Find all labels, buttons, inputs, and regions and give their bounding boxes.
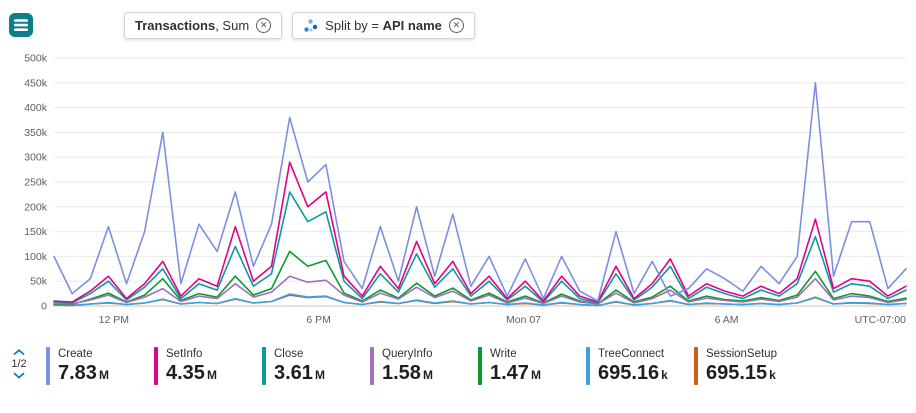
- legend-color-bar: [46, 347, 50, 385]
- svg-text:0: 0: [41, 301, 47, 313]
- metric-pill-label: Transactions, Sum: [135, 17, 250, 33]
- legend-item-treeconnect[interactable]: TreeConnect 695.16 k: [586, 347, 694, 387]
- split-by-label: Split by = API name: [325, 17, 442, 33]
- metrics-menu-icon[interactable]: [8, 12, 34, 38]
- svg-text:6 PM: 6 PM: [306, 314, 331, 326]
- chart-legend: 1/2 Create 7.83 M SetInfo 4.35 M Close 3.6…: [0, 341, 916, 387]
- legend-page-down-icon[interactable]: [13, 372, 25, 379]
- legend-series-name: SetInfo: [166, 348, 203, 360]
- svg-text:350k: 350k: [24, 127, 48, 139]
- svg-text:UTC-07:00: UTC-07:00: [855, 314, 907, 326]
- metric-pill[interactable]: Transactions, Sum ✕: [124, 11, 283, 39]
- split-by-pill[interactable]: Split by = API name ✕: [292, 11, 475, 39]
- legend-item-sessionsetup[interactable]: SessionSetup 695.15 k: [694, 347, 802, 387]
- legend-color-bar: [586, 347, 590, 385]
- legend-pager: 1/2: [6, 349, 32, 379]
- split-by-icon: [304, 18, 318, 32]
- legend-page-indicator: 1/2: [11, 358, 27, 370]
- svg-text:50k: 50k: [30, 276, 48, 288]
- svg-text:Mon 07: Mon 07: [506, 314, 541, 326]
- svg-text:150k: 150k: [24, 226, 48, 238]
- legend-color-bar: [262, 347, 266, 385]
- svg-text:250k: 250k: [24, 177, 48, 189]
- legend-series-name: SessionSetup: [706, 348, 777, 360]
- legend-series-total: 695.16 k: [598, 362, 668, 384]
- legend-series-total: 4.35 M: [166, 362, 217, 384]
- legend-series-name: Write: [490, 348, 517, 360]
- legend-series-name: TreeConnect: [598, 348, 665, 360]
- legend-series-name: Create: [58, 348, 93, 360]
- svg-text:300k: 300k: [24, 152, 48, 164]
- line-chart-plot: 0 50k 100k 150k 200k 250k 300k 350k 400k 450k 500k…: [24, 53, 907, 326]
- svg-text:6 AM: 6 AM: [715, 314, 739, 326]
- remove-split-icon[interactable]: ✕: [448, 17, 464, 33]
- remove-metric-icon[interactable]: ✕: [256, 17, 272, 33]
- legend-item-setinfo[interactable]: SetInfo 4.35 M: [154, 347, 262, 387]
- svg-text:450k: 450k: [24, 77, 48, 89]
- svg-text:100k: 100k: [24, 251, 48, 263]
- legend-item-create[interactable]: Create 7.83 M: [46, 347, 154, 387]
- legend-item-queryinfo[interactable]: QueryInfo 1.58 M: [370, 347, 478, 387]
- legend-color-bar: [370, 347, 374, 385]
- legend-series-total: 695.15 k: [706, 362, 776, 384]
- legend-series-name: QueryInfo: [382, 348, 433, 360]
- svg-text:400k: 400k: [24, 102, 48, 114]
- svg-text:200k: 200k: [24, 201, 48, 213]
- chart-toolbar: Transactions, Sum ✕ Split by = API name …: [0, 0, 916, 44]
- legend-page-up-icon[interactable]: [13, 349, 25, 356]
- legend-item-write[interactable]: Write 1.47 M: [478, 347, 586, 387]
- legend-color-bar: [694, 347, 698, 385]
- legend-item-close[interactable]: Close 3.61 M: [262, 347, 370, 387]
- svg-text:12 PM: 12 PM: [99, 314, 129, 326]
- legend-items: Create 7.83 M SetInfo 4.35 M Close 3.61 M Q…: [46, 347, 802, 387]
- legend-series-total: 7.83 M: [58, 362, 109, 384]
- legend-color-bar: [154, 347, 158, 385]
- legend-series-total: 3.61 M: [274, 362, 325, 384]
- metrics-chart: 0 50k 100k 150k 200k 250k 300k 350k 400k 450k 500k…: [0, 44, 916, 341]
- legend-series-name: Close: [274, 348, 304, 360]
- svg-text:500k: 500k: [24, 53, 48, 65]
- legend-series-total: 1.58 M: [382, 362, 433, 384]
- legend-color-bar: [478, 347, 482, 385]
- legend-series-total: 1.47 M: [490, 362, 541, 384]
